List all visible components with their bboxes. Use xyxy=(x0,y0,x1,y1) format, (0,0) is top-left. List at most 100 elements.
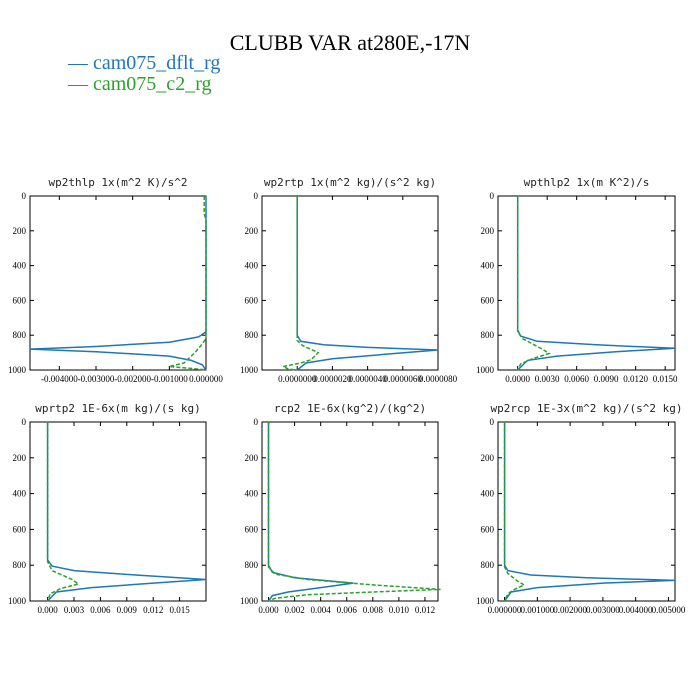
x-tick-label: 0.0000020 xyxy=(313,374,352,384)
y-tick-label: 1000 xyxy=(476,365,495,375)
panel-title: wpthlp2 1x(m K^2)/s xyxy=(524,176,650,189)
panel-title: wp2thlp 1x(m^2 K)/s^2 xyxy=(48,176,187,189)
x-tick-label: -0.004000 xyxy=(41,374,78,384)
y-tick-label: 0 xyxy=(254,417,259,427)
series-line-c2 xyxy=(280,196,320,371)
series-line-c2 xyxy=(516,196,551,371)
plot-frame xyxy=(497,421,676,602)
y-tick-label: 600 xyxy=(481,295,495,305)
series-line-c2 xyxy=(169,196,207,371)
y-tick-label: 600 xyxy=(13,524,27,534)
series-line-c2 xyxy=(503,422,526,602)
y-tick-label: 0 xyxy=(22,417,27,427)
series-line-dflt xyxy=(296,196,439,371)
x-tick-label: 0.000000 xyxy=(488,605,522,615)
y-tick-label: 200 xyxy=(481,453,495,463)
y-tick-label: 600 xyxy=(245,295,259,305)
y-tick-label: 1000 xyxy=(476,596,495,606)
y-tick-label: 1000 xyxy=(240,596,259,606)
y-tick-label: 0 xyxy=(254,191,259,201)
plot-frame xyxy=(29,421,207,602)
y-tick-label: 400 xyxy=(245,489,259,499)
figure-title: CLUBB VAR at280E,-17N xyxy=(229,30,471,55)
x-tick-label: 0.009 xyxy=(117,605,138,615)
x-tick-label: 0.0000060 xyxy=(384,374,423,384)
x-tick-label: 0.0120 xyxy=(623,374,648,384)
y-tick-label: 200 xyxy=(481,226,495,236)
panel-5: rcp2 1E-6x(kg^2)/(kg^2) 0 200 400 600 800 1000… xyxy=(240,402,441,615)
x-tick-label: 0.006 xyxy=(90,605,111,615)
x-tick-label: 0.0000080 xyxy=(419,374,458,384)
y-tick-label: 400 xyxy=(13,489,27,499)
series-line-dflt xyxy=(29,196,207,371)
x-tick-label: 0.003000 xyxy=(586,605,620,615)
y-tick-label: 400 xyxy=(245,261,259,271)
legend-entry-dflt: — cam075_dflt_rg xyxy=(68,52,221,74)
y-tick-label: 200 xyxy=(13,453,27,463)
x-tick-label: 0.0000040 xyxy=(348,374,387,384)
x-tick-label: 0.000000 xyxy=(189,374,223,384)
series-line-dflt xyxy=(46,422,207,602)
x-tick-label: 0.012 xyxy=(143,605,163,615)
x-tick-label: 0.000 xyxy=(258,605,279,615)
x-tick-label: 0.006 xyxy=(337,605,358,615)
x-tick-label: -0.003000 xyxy=(78,374,115,384)
plot-frame xyxy=(29,195,207,371)
y-tick-label: 1000 xyxy=(240,365,259,375)
x-tick-label: 0.002000 xyxy=(553,605,587,615)
y-tick-label: 200 xyxy=(245,226,259,236)
legend-entry-c2: — cam075_c2_rg xyxy=(68,73,212,95)
x-tick-label: 0.008 xyxy=(363,605,384,615)
y-tick-label: 1000 xyxy=(8,596,27,606)
y-tick-label: 600 xyxy=(13,295,27,305)
x-tick-label: -0.001000 xyxy=(151,374,188,384)
x-tick-label: -0.002000 xyxy=(114,374,151,384)
plot-frame xyxy=(497,195,676,371)
y-tick-label: 400 xyxy=(481,489,495,499)
x-tick-label: 0.010 xyxy=(389,605,410,615)
y-tick-label: 0 xyxy=(490,417,495,427)
y-tick-label: 200 xyxy=(245,453,259,463)
x-tick-label: 0.005000 xyxy=(652,605,686,615)
panel-title: wp2rtp 1x(m^2 kg)/(s^2 kg) xyxy=(264,176,436,189)
panel-6: wp2rcp 1E-3x(m^2 kg)/(s^2 kg) 0 200 400 600 8… xyxy=(476,402,686,615)
x-tick-label: 0.001000 xyxy=(520,605,554,615)
y-tick-label: 800 xyxy=(245,560,259,570)
x-tick-label: 0.004000 xyxy=(619,605,653,615)
panel-title: wprtp2 1E-6x(m kg)/(s kg) xyxy=(35,402,201,415)
x-tick-label: 0.0000 xyxy=(505,374,530,384)
x-tick-label: 0.000 xyxy=(37,605,58,615)
panel-1: wp2thlp 1x(m^2 K)/s^2 0 200 400 600 800 1000 -0… xyxy=(8,176,223,384)
y-tick-label: 800 xyxy=(13,560,27,570)
panel-4: wprtp2 1E-6x(m kg)/(s kg) 0 200 400 600 800 10… xyxy=(8,402,207,615)
y-tick-label: 0 xyxy=(490,191,495,201)
y-tick-label: 800 xyxy=(245,330,259,340)
panel-title: rcp2 1E-6x(kg^2)/(kg^2) xyxy=(274,402,426,415)
y-tick-label: 600 xyxy=(245,524,259,534)
series-line-dflt xyxy=(267,422,354,602)
y-tick-label: 800 xyxy=(481,330,495,340)
x-tick-label: 0.003 xyxy=(64,605,85,615)
y-tick-label: 200 xyxy=(13,226,27,236)
y-tick-label: 400 xyxy=(481,261,495,271)
x-tick-label: 0.012 xyxy=(415,605,435,615)
y-tick-label: 800 xyxy=(481,560,495,570)
y-tick-label: 0 xyxy=(22,191,27,201)
panel-3: wpthlp2 1x(m K^2)/s 0 200 400 600 800 1000 0.00… xyxy=(476,176,678,384)
series-line-c2 xyxy=(46,422,81,602)
x-tick-label: 0.002 xyxy=(284,605,304,615)
y-tick-label: 600 xyxy=(481,524,495,534)
x-tick-label: 0.0060 xyxy=(564,374,589,384)
panel-title: wp2rcp 1E-3x(m^2 kg)/(s^2 kg) xyxy=(490,402,682,415)
x-tick-label: 0.015 xyxy=(169,605,190,615)
x-tick-label: 0.0150 xyxy=(653,374,678,384)
x-tick-label: 0.004 xyxy=(311,605,332,615)
y-tick-label: 800 xyxy=(13,330,27,340)
y-tick-label: 1000 xyxy=(8,365,27,375)
plot-frame xyxy=(261,195,439,371)
y-tick-label: 400 xyxy=(13,261,27,271)
x-tick-label: 0.0090 xyxy=(594,374,619,384)
plot-frame xyxy=(261,421,439,602)
x-tick-label: 0.0000000 xyxy=(278,374,317,384)
